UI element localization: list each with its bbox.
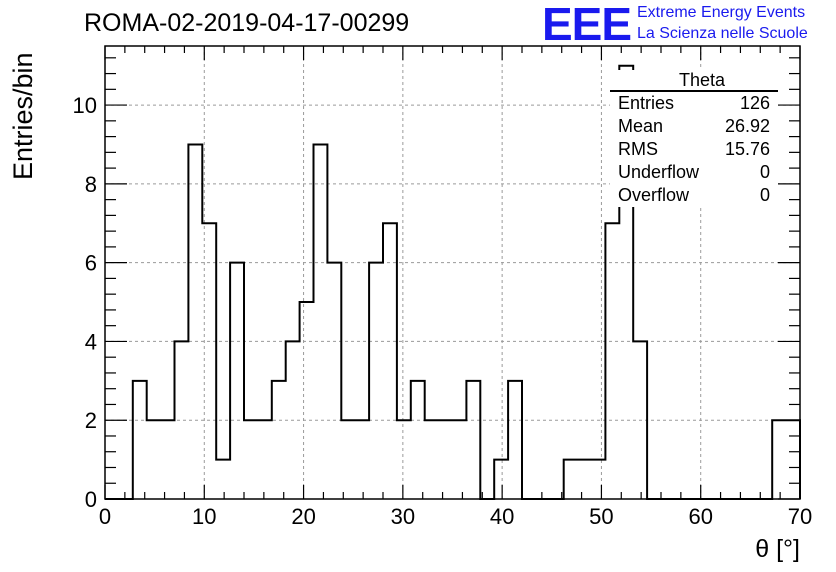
histogram-bin [578, 460, 592, 499]
x-axis-label: θ [°] [755, 535, 800, 563]
stats-row: Overflow 0 [610, 184, 778, 207]
x-tick-label: 60 [688, 504, 712, 529]
stats-label: Entries [618, 93, 675, 113]
histogram-bin [327, 263, 341, 499]
x-tick-label: 20 [291, 504, 315, 529]
plot-frame [104, 45, 801, 500]
histogram-bin [314, 144, 328, 499]
stats-box: Theta Entries 126 Mean 26.92 RMS 15.76 U… [610, 70, 778, 207]
x-tick-label: 70 [788, 504, 812, 529]
x-tick-labels: 0 10 20 30 40 50 60 70 [99, 504, 812, 529]
logo-line-2: La Scienza nelle Scuole [637, 25, 808, 42]
histogram-bin [230, 263, 244, 499]
stats-value: 0 [759, 185, 770, 205]
x-tick-label: 40 [490, 504, 514, 529]
histogram-bin [786, 420, 800, 499]
stats-label: RMS [618, 139, 658, 159]
x-tick-label: 0 [99, 504, 111, 529]
histogram-bin [341, 420, 355, 499]
histogram-bin [508, 381, 522, 499]
stats-row: Entries 126 [610, 92, 778, 115]
x-tick-label: 10 [192, 504, 216, 529]
y-tick-label: 4 [85, 329, 97, 354]
histogram-bin [397, 420, 411, 499]
y-axis-label: Entries/bin [8, 52, 38, 180]
stats-value: 15.76 [724, 139, 770, 159]
stats-title: Theta [610, 70, 778, 92]
histogram-bin [188, 144, 202, 499]
histogram-bin [425, 420, 439, 499]
y-tick-label: 6 [85, 251, 97, 276]
histogram-bin [272, 381, 286, 499]
histogram-bin [439, 420, 453, 499]
y-tick-labels: 0 2 4 6 8 10 [73, 93, 97, 512]
axis-ticks [104, 46, 801, 500]
axes-box [104, 45, 801, 500]
stats-row: RMS 15.76 [610, 138, 778, 161]
stats-label: Underflow [618, 162, 700, 182]
x-tick-label: 50 [589, 504, 613, 529]
histogram-bin [466, 381, 480, 499]
stats-label: Mean [618, 116, 664, 136]
x-tick-label: 30 [391, 504, 415, 529]
histogram-bin [369, 263, 383, 499]
logo-line-1: Extreme Energy Events [637, 4, 806, 21]
histogram-bin [592, 460, 606, 499]
y-tick-label: 10 [73, 93, 97, 118]
stats-row: Underflow 0 [610, 161, 778, 184]
run-title: ROMA-02-2019-04-17-00299 [84, 9, 410, 37]
histogram-bin [300, 302, 314, 499]
histogram-bin [605, 223, 619, 499]
y-tick-label: 2 [85, 408, 97, 433]
histogram-bin [175, 341, 189, 499]
histogram-outline [105, 64, 801, 500]
stats-row: Mean 26.92 [610, 115, 778, 138]
histogram-bin [383, 223, 397, 499]
eee-logo: EEE [542, 0, 632, 50]
histogram-bin [133, 381, 147, 499]
stats-value: 26.92 [724, 116, 770, 136]
histogram-bin [564, 460, 578, 499]
histogram-bin [772, 420, 786, 499]
y-tick-label: 0 [85, 487, 97, 512]
histogram-bin [453, 420, 467, 499]
histogram-bin [161, 420, 175, 499]
histogram-bin [244, 420, 258, 499]
stats-value: 0 [759, 162, 770, 182]
y-tick-label: 8 [85, 172, 97, 197]
histogram-bin [258, 420, 272, 499]
histogram-bin [147, 420, 161, 499]
grid-lines [105, 46, 800, 499]
histogram-bin [355, 420, 369, 499]
histogram-bin [216, 460, 230, 499]
stats-label: Overflow [618, 185, 690, 205]
histogram-bin [494, 460, 508, 499]
stats-value: 126 [739, 93, 770, 113]
histogram-bin [411, 381, 425, 499]
